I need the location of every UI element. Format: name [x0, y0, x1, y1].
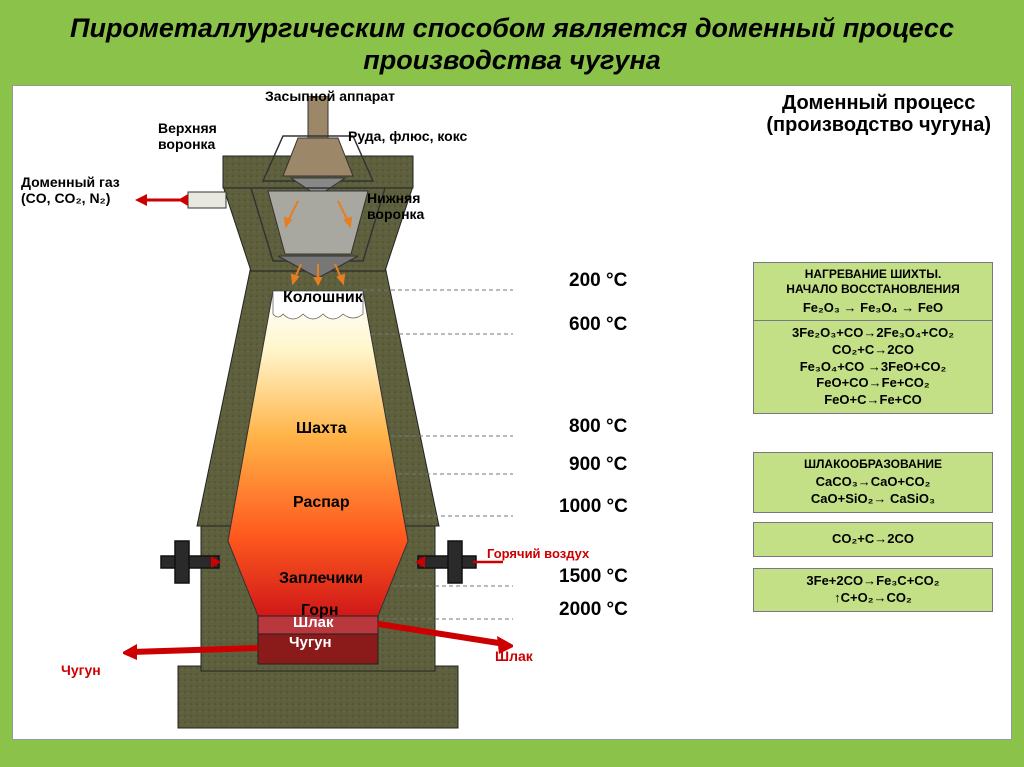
label-koloshnik: Колошник [283, 289, 363, 307]
eq-b3-2: CaO+SiO₂→ CaSiO₃ [760, 491, 986, 508]
reaction-box-2: 3Fe₂O₃+CO→2Fe₃O₄+CO₂ CO₂+C→2CO Fe₃O₄+CO … [753, 320, 993, 414]
temp-600: 600 °C [569, 314, 627, 336]
temp-1500: 1500 °C [559, 566, 628, 588]
eq-b3-1: CaCO₃→CaO+CO₂ [760, 474, 986, 491]
label-chugun: Чугун [289, 634, 332, 651]
temp-1000: 1000 °C [559, 496, 628, 518]
label-shlak-out: Шлак [495, 648, 533, 664]
eq-b2-1: 3Fe₂O₃+CO→2Fe₃O₄+CO₂ [760, 325, 986, 342]
eq-b2-5: FeO+C→Fe+CO [760, 392, 986, 409]
temp-800: 800 °C [569, 416, 627, 438]
label-domen-gas: Доменный газ(CO, CO₂, N₂) [21, 174, 120, 206]
label-shahta: Шахта [296, 420, 347, 438]
label-ruda: Руда, флюс, кокс [348, 128, 467, 144]
eq-b4: CO₂+C→2CO [760, 531, 986, 548]
slide-title: Пирометаллургическим способом является д… [12, 12, 1012, 77]
label-zapleciki: Заплечики [279, 570, 363, 588]
temp-900: 900 °C [569, 454, 627, 476]
temp-2000: 2000 °C [559, 599, 628, 621]
eq-b5-2: ↑C+O₂→CO₂ [760, 590, 986, 607]
eq-b5-1: 3Fe+2CO→Fe₃C+CO₂ [760, 573, 986, 590]
label-chugun-out: Чугун [61, 662, 101, 678]
reaction-box-1: НАГРЕВАНИЕ ШИХТЫ.НАЧАЛО ВОССТАНОВЛЕНИЯ F… [753, 262, 993, 322]
reaction-box-3: ШЛАКООБРАЗОВАНИЕ CaCO₃→CaO+CO₂ CaO+SiO₂→… [753, 452, 993, 513]
label-verh-voronka: Верхняяворонка [158, 120, 217, 152]
temp-200: 200 °C [569, 270, 627, 292]
label-raspar: Распар [293, 494, 350, 512]
reaction-box-4: CO₂+C→2CO [753, 522, 993, 557]
label-nizh-voronka: Нижняяворонка [367, 190, 424, 222]
reaction-box-5: 3Fe+2CO→Fe₃C+CO₂ ↑C+O₂→CO₂ [753, 568, 993, 612]
eq-b2-3: Fe₃O₄+CO →3FeO+CO₂ [760, 359, 986, 376]
eq-b1: Fe₂O₃ → Fe₃O₄ → FeO [760, 300, 986, 317]
label-shlak: Шлак [293, 614, 333, 631]
process-subtitle: Доменный процесс (производство чугуна) [766, 92, 991, 136]
label-zasypnoy: Засыпной аппарат [265, 88, 395, 104]
label-goryachiy: Горячий воздух [487, 546, 589, 561]
eq-b2-2: CO₂+C→2CO [760, 342, 986, 359]
eq-b2-4: FeO+CO→Fe+CO₂ [760, 375, 986, 392]
diagram-area: Доменный процесс (производство чугуна) [12, 85, 1012, 740]
